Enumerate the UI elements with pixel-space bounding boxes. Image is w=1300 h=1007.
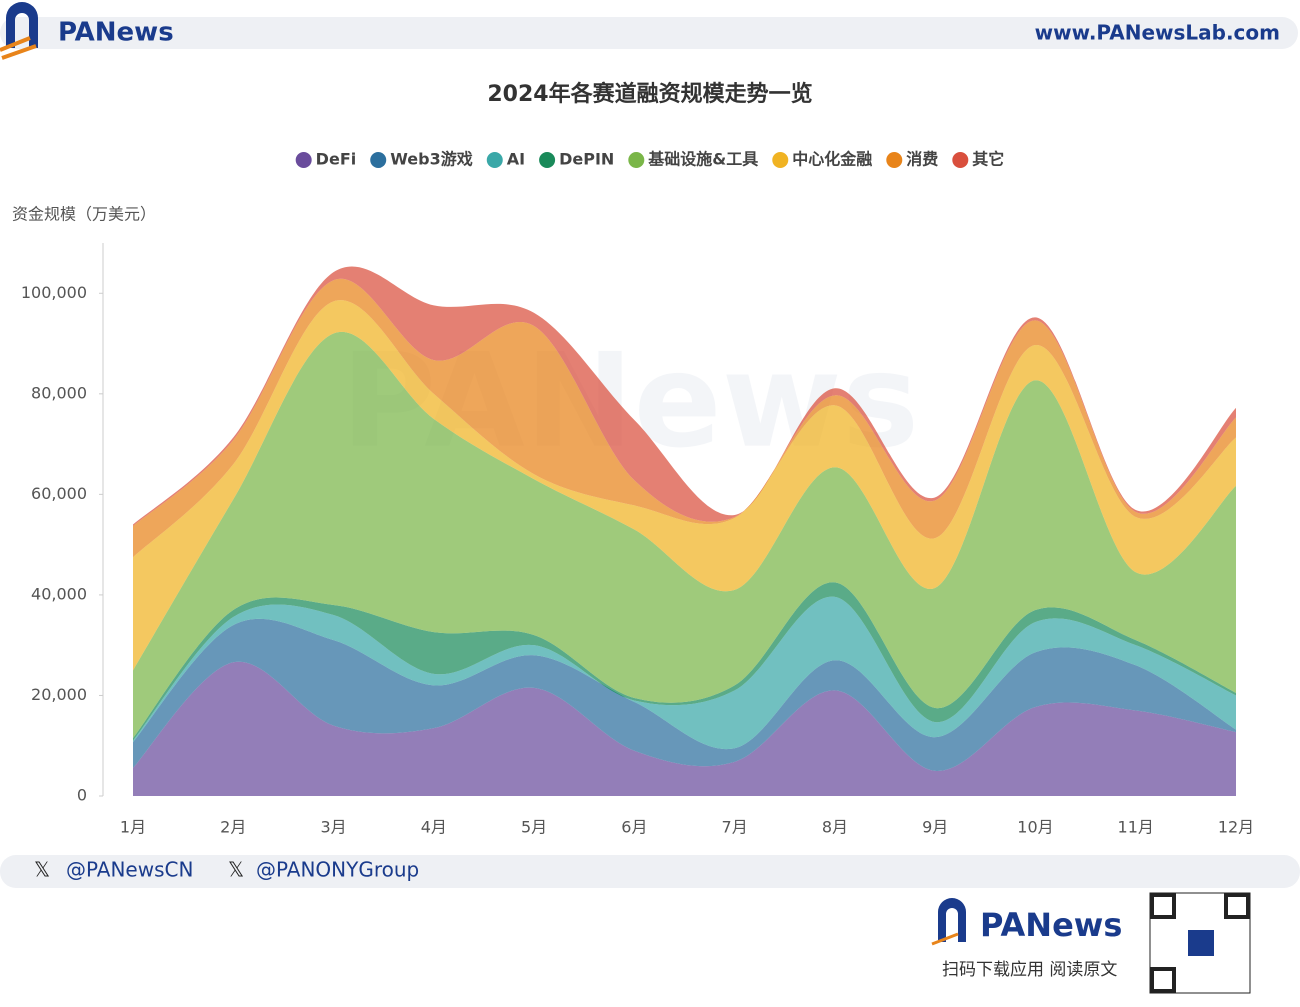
area [133, 582, 1236, 741]
x-tick-label: 10月 [1017, 818, 1053, 837]
footer-brand: PANews [980, 906, 1122, 944]
legend-label: DeFi [316, 150, 357, 169]
legend-swatch [886, 152, 903, 168]
legend-swatch [952, 152, 969, 168]
logo [0, 2, 38, 60]
legend-label: 基础设施&工具 [647, 150, 758, 169]
handle: @PANewsCN [66, 858, 193, 882]
legend-label: AI [507, 150, 525, 169]
x-tick-label: 9月 [922, 818, 948, 837]
x-tick-label: 6月 [621, 818, 647, 837]
app-text: 扫码下载应用 阅读原文 [942, 960, 1117, 980]
legend-swatch [295, 152, 312, 168]
x-tick-label: 3月 [320, 818, 346, 837]
y-tick-label: 80,000 [31, 383, 87, 402]
legend-label: 其它 [972, 150, 1004, 169]
legend-swatch [539, 152, 556, 168]
brand: PANews [58, 18, 174, 48]
url: www.PANewsLab.com [1035, 21, 1280, 45]
legend: DeFi Web3游戏 AI DePIN 基础设施&工具 中心化金融 消费 其它 [295, 150, 1004, 169]
legend-label: 中心化金融 [792, 150, 872, 169]
y-tick-label: 100,000 [21, 283, 87, 302]
legend-swatch [486, 152, 503, 168]
area [133, 331, 1236, 739]
legend-swatch [772, 152, 789, 168]
legend-swatch [628, 152, 645, 168]
x-tick-label: 11月 [1118, 818, 1154, 837]
x-icon: 𝕏 [34, 858, 50, 882]
legend-swatch [370, 152, 387, 168]
chart-title: 2024年各赛道融资规模走势一览 [487, 81, 812, 107]
x-tick-label: 8月 [822, 818, 848, 837]
x-icon: 𝕏 [228, 858, 244, 882]
x-tick-label: 1月 [120, 818, 146, 837]
header-bar [0, 17, 1298, 49]
area [133, 278, 1236, 558]
x-tick-label: 5月 [521, 818, 547, 837]
legend-label: DePIN [559, 150, 614, 169]
handle: @PANONYGroup [256, 858, 419, 882]
x-tick-label: 2月 [220, 818, 246, 837]
legend-label: 消费 [906, 150, 938, 169]
area [133, 596, 1236, 750]
footer-bar [0, 855, 1300, 888]
y-tick-label: 60,000 [31, 484, 87, 503]
area [133, 618, 1236, 771]
x-tick-label: 12月 [1218, 818, 1254, 837]
y-axis-label: 资金规模（万美元） [12, 205, 156, 224]
y-tick-label: 0 [77, 786, 87, 805]
y-tick-label: 40,000 [31, 584, 87, 603]
x-tick-label: 4月 [421, 818, 447, 837]
footer-logo [931, 898, 966, 946]
area [133, 266, 1236, 527]
legend-label: Web3游戏 [390, 150, 473, 169]
area [133, 300, 1236, 671]
area [133, 661, 1236, 796]
x-tick-label: 7月 [722, 818, 748, 837]
y-tick-label: 20,000 [31, 685, 87, 704]
qr-code [1149, 892, 1251, 994]
